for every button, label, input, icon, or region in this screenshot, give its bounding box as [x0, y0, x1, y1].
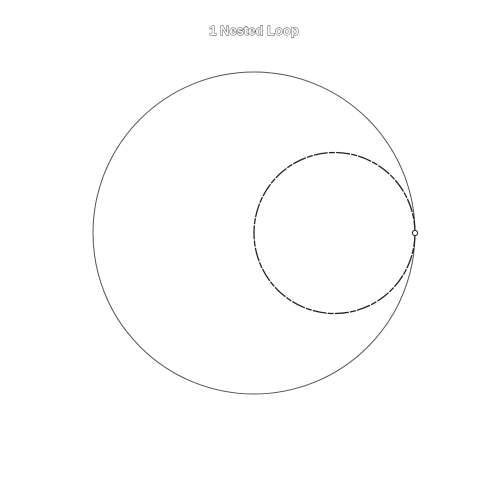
contact-point-marker	[411, 229, 419, 237]
inner-nested-loop	[253, 151, 416, 315]
diagram-title: 1 Nested Loop	[209, 23, 299, 38]
